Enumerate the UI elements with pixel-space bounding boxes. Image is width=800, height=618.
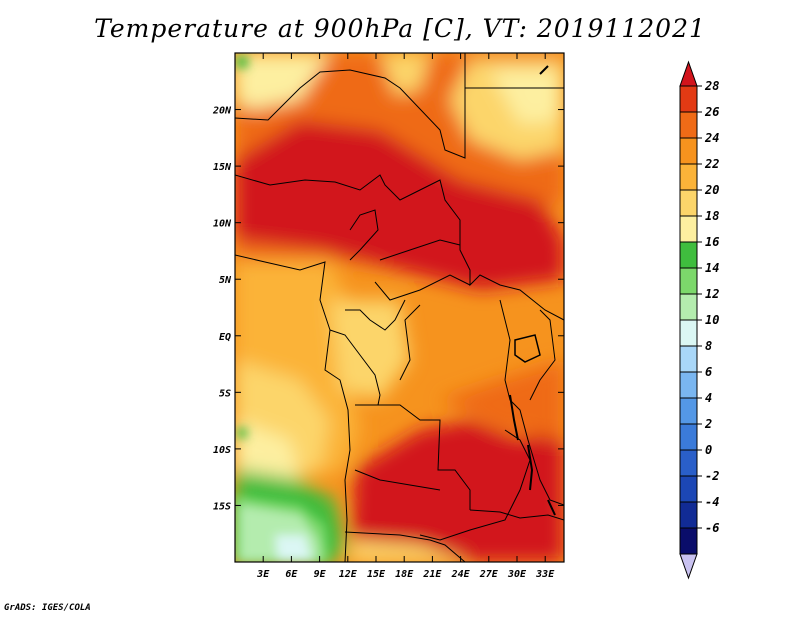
- colorbar-label: 24: [704, 131, 719, 145]
- x-tick-label: 15E: [367, 569, 386, 580]
- colorbar-segment: [679, 371, 698, 399]
- y-tick-label: 10N: [213, 219, 232, 230]
- colorbar-segment: [679, 397, 698, 425]
- colorbar-segment: [679, 189, 698, 217]
- colorbar-label: 26: [704, 105, 719, 119]
- x-tick-label: 24E: [451, 569, 471, 580]
- colorbar-label: 8: [705, 339, 712, 353]
- colorbar-label: 16: [705, 235, 719, 249]
- colorbar-segment: [679, 111, 698, 139]
- x-tick-label: 27E: [479, 569, 499, 580]
- x-tick-label: 30E: [507, 569, 527, 580]
- x-tick-label: 18E: [395, 569, 414, 580]
- y-tick-label: 5N: [219, 275, 232, 286]
- colorbar-segment: [679, 527, 698, 555]
- temperature-field: [235, 53, 564, 562]
- y-tick-label: 15S: [213, 501, 231, 512]
- country-boundaries: [235, 53, 564, 562]
- colorbar-segment: [679, 501, 698, 529]
- y-tick-label: EQ: [219, 332, 231, 343]
- colorbar-label: 22: [704, 157, 719, 171]
- colorbar-label: 4: [705, 391, 712, 405]
- colorbar-label: 0: [705, 443, 712, 457]
- colorbar-label: 10: [705, 313, 719, 327]
- colorbar-segment: [679, 215, 698, 243]
- colorbar-label: 28: [704, 79, 719, 93]
- colorbar-label: 2: [704, 417, 712, 431]
- axes: 3E 6E 9E 12E 15E 18E 21E 24E 27E 30E 33E 20N 15N 10N 5…: [212, 53, 564, 580]
- chart-title: Temperature at 900hPa [C], VT: 201911202…: [94, 14, 706, 43]
- lakes: [509, 65, 556, 516]
- y-tick-label: 20N: [212, 106, 232, 117]
- footer-credit: GrADS: IGES/COLA: [4, 603, 91, 613]
- colorbar-label: 12: [705, 287, 719, 301]
- x-tick-label: 9E: [314, 569, 327, 580]
- colorbar-segment: [679, 241, 698, 269]
- colorbar-bottom-arrow: [679, 553, 698, 580]
- plot-frame: [234, 52, 565, 563]
- y-tick-label: 5S: [219, 388, 231, 399]
- colorbar-label: 20: [704, 183, 719, 197]
- colorbar-segment: [679, 423, 698, 451]
- colorbar-segment: [679, 137, 698, 165]
- colorbar-segment: [679, 345, 698, 373]
- x-tick-label: 6E: [285, 569, 298, 580]
- x-tick-label: 33E: [535, 569, 555, 580]
- colorbar-segment: [679, 163, 698, 191]
- colorbar-segment: [679, 449, 698, 477]
- x-tick-label: 3E: [256, 569, 270, 580]
- colorbar-label: -6: [705, 521, 719, 535]
- colorbar-label: -4: [705, 495, 719, 509]
- colorbar-segment: [679, 85, 698, 113]
- colorbar-label: 14: [705, 261, 719, 275]
- colorbar-label: -2: [705, 469, 719, 483]
- colorbar-segment: [679, 267, 698, 295]
- colorbar-segment: [679, 319, 698, 347]
- x-tick-label: 12E: [339, 569, 358, 580]
- colorbar-label: 18: [705, 209, 719, 223]
- colorbar-segment: [679, 293, 698, 321]
- colorbar-label: 6: [705, 365, 712, 379]
- colorbar-segment: [679, 475, 698, 503]
- y-tick-label: 10S: [213, 445, 231, 456]
- colorbar-top-arrow: [679, 60, 698, 87]
- x-tick-label: 21E: [422, 569, 442, 580]
- y-tick-label: 15N: [213, 162, 232, 173]
